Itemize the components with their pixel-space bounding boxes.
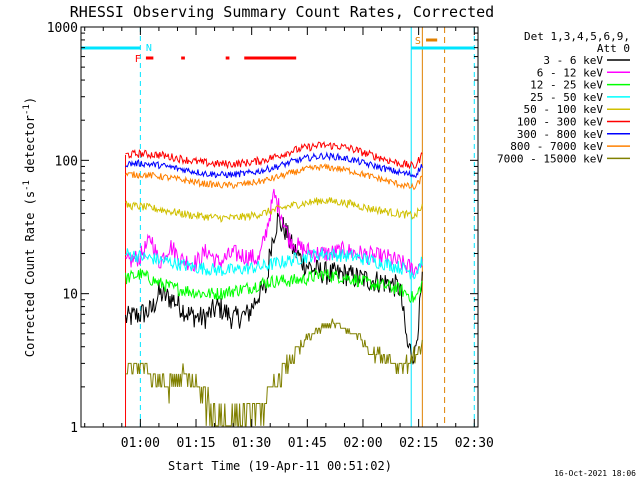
y-axis: 1 10 100 1000 (47, 21, 478, 436)
series-line-1 (125, 188, 423, 278)
plot-frame (80, 26, 479, 428)
chart-title: RHESSI Observing Summary Count Rates, Co… (70, 3, 494, 21)
series-line-4 (125, 197, 423, 223)
flare-flag-label: F (135, 54, 141, 65)
series-line-5 (125, 141, 423, 170)
legend-entry-label: 25 - 50 keV (530, 91, 603, 104)
series-line-8 (125, 318, 423, 427)
night-flag-label: N (146, 43, 152, 54)
x-tick-label: 01:45 (288, 436, 327, 451)
x-tick-label: 01:30 (232, 436, 271, 451)
y-axis-label-close: ) (23, 97, 37, 104)
legend-entry-label: 50 - 100 keV (524, 103, 604, 116)
legend-entry-label: 800 - 7000 keV (510, 140, 603, 153)
x-tick-label: 02:15 (399, 436, 438, 451)
legend-header-attenuator: Att 0 (597, 42, 630, 55)
y-tick-label: 100 (55, 154, 78, 169)
x-axis-label: Start Time (19-Apr-11 00:51:02) (168, 459, 392, 473)
legend-entry-label: 3 - 6 keV (543, 54, 603, 67)
saa-flag-label: S (415, 36, 421, 47)
x-axis: 01:00 01:15 01:30 01:45 02:00 02:15 02:30 (84, 27, 494, 451)
legend-entry-label: 12 - 25 keV (530, 79, 603, 92)
y-axis-label-rest: detector (23, 115, 37, 180)
legend-entry-label: 300 - 800 keV (517, 128, 603, 141)
x-tick-label: 02:00 (343, 436, 382, 451)
series-line-2 (125, 268, 423, 304)
footer-date: 16-Oct-2021 18:06 (554, 469, 636, 478)
series-line-3 (125, 247, 423, 280)
y-axis-label: Corrected Count Rate (s-1 detector-1) (22, 97, 37, 357)
y-tick-label: 1000 (47, 21, 78, 36)
x-tick-label: 01:15 (176, 436, 215, 451)
y-tick-label: 10 (62, 288, 78, 303)
y-axis-label-sup2: -1 (22, 104, 32, 115)
x-tick-label: 01:00 (121, 436, 160, 451)
y-tick-label: 1 (70, 421, 78, 436)
series-line-7 (125, 163, 423, 191)
y-axis-label-main: Corrected Count Rate (s (23, 191, 37, 357)
x-tick-label: 02:30 (455, 436, 494, 451)
legend-entry-label: 6 - 12 keV (537, 66, 604, 79)
legend-entry-label: 100 - 300 keV (517, 116, 603, 129)
series-line-6 (125, 151, 423, 179)
legend-entry-label: 7000 - 15000 keV (497, 152, 603, 165)
legend-header-detectors: Det 1,3,4,5,6,9, (524, 30, 630, 43)
series-line-0 (125, 212, 423, 366)
y-axis-label-sup: -1 (22, 180, 32, 191)
